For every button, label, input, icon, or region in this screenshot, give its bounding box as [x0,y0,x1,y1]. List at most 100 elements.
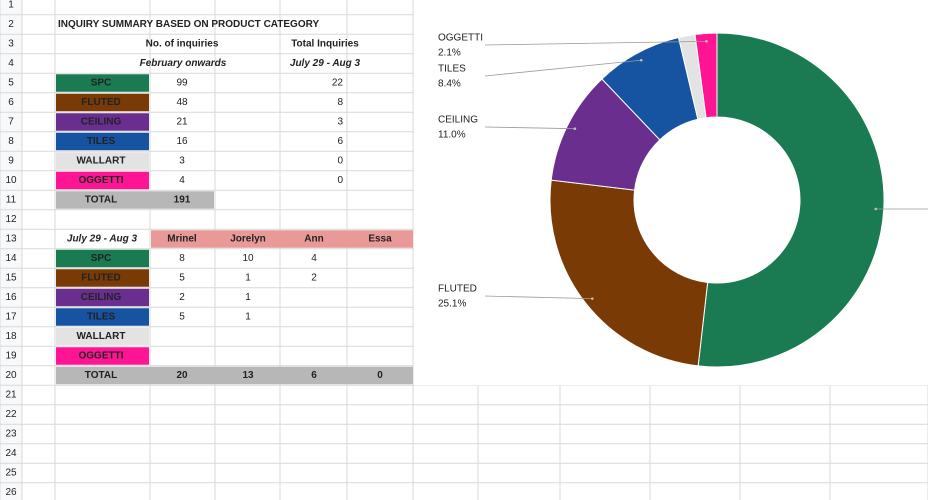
leader-dot [590,297,594,300]
leader-line [484,295,593,300]
row-number: 19 [5,351,17,362]
total-count: 20 [176,370,188,381]
staff-count: 2 [311,273,317,284]
slice-label: TILES [438,64,466,75]
slice-label: FLUTED [438,284,477,295]
row-number: 21 [5,390,17,401]
staff-count: 10 [242,253,254,264]
row-number: 12 [5,214,17,225]
inquiries: 99 [176,78,188,89]
slice-value: 2.1% [438,48,461,59]
inquiries: 48 [176,97,188,108]
leader-dot [573,127,577,131]
inquiries: 3 [179,156,185,167]
staff-count: 1 [245,292,251,303]
category-label: OGGETTI [79,175,124,186]
category-label: SPC [91,78,112,89]
row-number: 15 [5,273,17,284]
category-label: FLUTED [81,273,120,284]
inquiries: 4 [179,175,185,186]
row-number: 14 [5,253,17,264]
category-label: FLUTED [81,97,120,108]
category-cell [56,74,149,92]
row-number: 26 [5,487,17,498]
row-number: 10 [5,175,17,186]
total-inquiries: 8 [337,97,343,108]
total-label: TOTAL [85,195,117,206]
total-label: TOTAL [85,370,117,381]
row-number: 16 [5,292,17,303]
category-label: TILES [87,312,116,323]
total-inquiries: 22 [332,78,344,89]
category-cell [56,347,149,365]
total-count: 13 [242,370,254,381]
category-cell [56,249,149,268]
row-number: 23 [5,429,17,440]
total-count: 6 [311,370,317,381]
total-value: 191 [174,195,191,206]
donut-slice [694,32,718,119]
category-label: OGGETTI [79,351,124,362]
staff-count: 2 [179,292,185,303]
row-header-bg [0,0,22,500]
donut-slice [697,32,885,368]
staff-name: Jorelyn [230,234,266,245]
donut-slice [549,179,709,367]
slice-label: CEILING [438,115,478,126]
header: July 29 - Aug 3 [290,58,361,69]
category-cell [56,113,149,131]
category-label: TILES [87,136,116,147]
category-cell [56,308,149,326]
total-cell [56,191,214,209]
category-cell [56,171,149,190]
total-cell [56,366,413,385]
category-label: SPC [91,253,112,264]
total-inquiries: 0 [337,175,343,186]
slice-value: 8.4% [438,79,461,90]
total-inquiries: 6 [337,136,343,147]
staff-name: Essa [368,234,392,245]
staff-count: 8 [179,253,185,264]
row-number: 20 [5,370,17,381]
category-cell [56,269,149,287]
leader-dot [639,58,643,62]
row-number: 8 [8,136,14,147]
category-cell [56,93,149,112]
row-number: 5 [8,78,14,89]
row-number: 11 [6,195,17,206]
staff-count: 5 [179,312,185,323]
total-inquiries: 3 [337,117,343,128]
header: Total Inquiries [291,39,359,50]
row-number: 2 [8,19,14,30]
row-number: 18 [5,331,17,342]
leader-line [484,40,707,46]
row-number: 1 [8,0,14,11]
inquiries: 16 [176,136,188,147]
inquiries: 21 [176,117,188,128]
staff-count: 5 [179,273,185,284]
summary-title: INQUIRY SUMMARY BASED ON PRODUCT CATEGOR… [58,19,319,30]
staff-period: July 29 - Aug 3 [67,234,138,245]
staff-name: Ann [304,234,323,245]
category-label: CEILING [81,292,122,303]
category-label: WALLART [77,156,126,167]
header: February onwards [140,58,227,69]
header: No. of inquiries [146,39,219,50]
total-count: 0 [377,370,383,381]
row-number: 24 [5,448,17,459]
leader-dot [874,207,878,211]
row-number: 13 [5,234,17,245]
staff-count: 4 [311,253,317,264]
staff-count: 1 [245,312,251,323]
row-number: 9 [8,156,14,167]
leader-line [484,59,642,77]
slice-label: OGGETTI [438,33,483,44]
row-number: 17 [5,312,17,323]
row-number: 3 [8,39,14,50]
row-number: 7 [8,117,14,128]
category-cell [56,288,149,307]
total-inquiries: 0 [337,156,343,167]
category-cell [56,152,149,170]
category-cell [56,327,149,346]
